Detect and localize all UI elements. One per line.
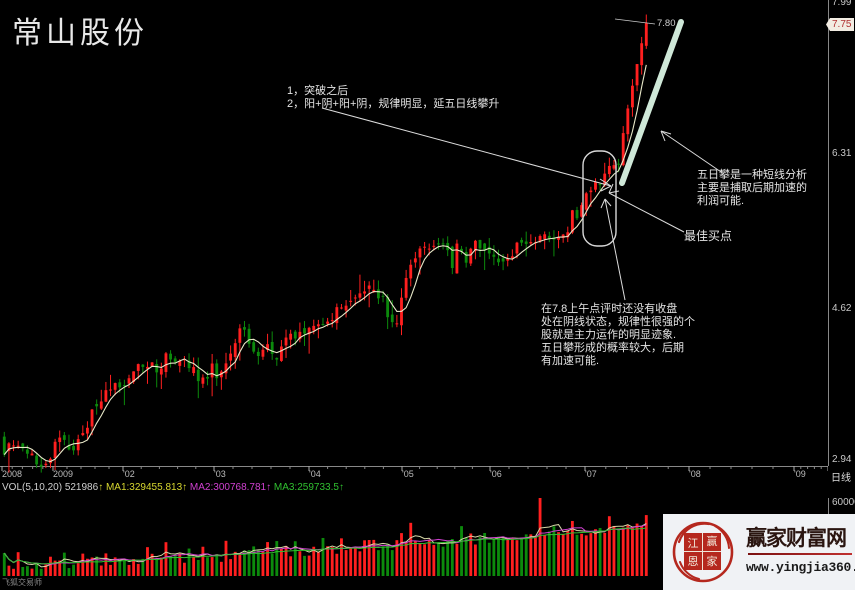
svg-text:1，突破之后: 1，突破之后	[287, 83, 348, 97]
svg-text:五日攀是一种短线分析: 五日攀是一种短线分析	[697, 167, 807, 181]
svg-text:在7.8上午点评时还没有收盘: 在7.8上午点评时还没有收盘	[541, 301, 677, 315]
svg-text:2，阳+阴+阳+阴，规律明显，延五日线攀升: 2，阳+阴+阳+阴，规律明显，延五日线攀升	[287, 96, 499, 110]
svg-text:有加速可能.: 有加速可能.	[541, 353, 599, 367]
svg-text:主要是捕取后期加速的: 主要是捕取后期加速的	[697, 180, 807, 194]
svg-text:利润可能.: 利润可能.	[697, 193, 744, 207]
svg-text:7.80: 7.80	[657, 18, 676, 29]
svg-text:处在阴线状态，规律性很强的个: 处在阴线状态，规律性很强的个	[541, 314, 695, 328]
svg-text:五日攀形成的概率较大，后期: 五日攀形成的概率较大，后期	[541, 340, 684, 354]
svg-text:股就是主力运作的明显迹象.: 股就是主力运作的明显迹象.	[541, 327, 676, 341]
svg-text:最佳买点: 最佳买点	[684, 229, 732, 243]
